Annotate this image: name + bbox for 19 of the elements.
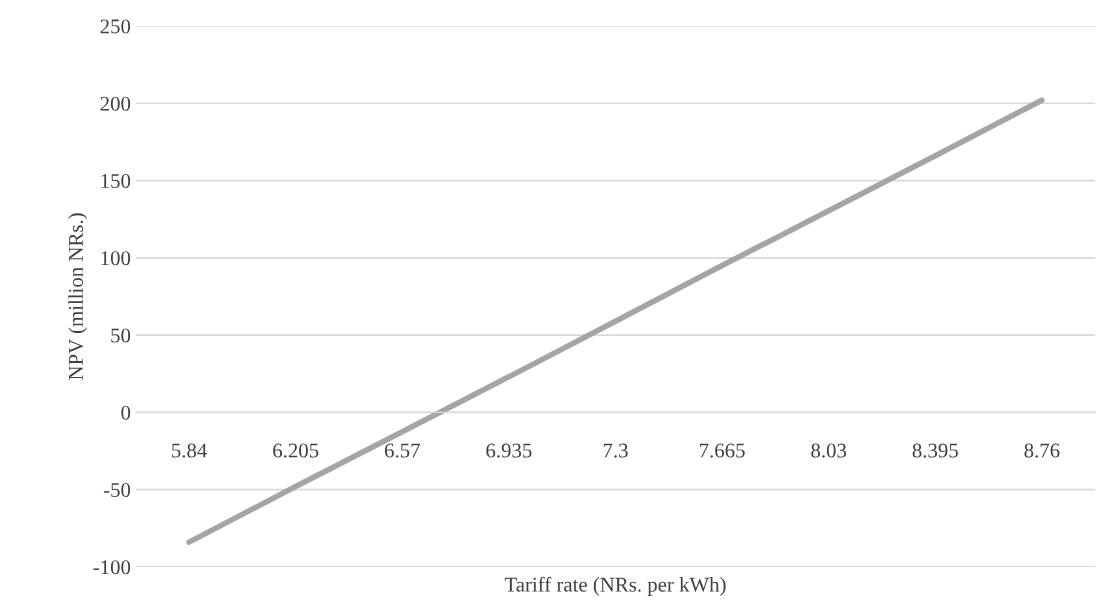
x-tick-label: 8.03 [811, 443, 847, 458]
y-tick-label: 0 [121, 405, 131, 420]
y-tick-label: 100 [101, 251, 131, 266]
x-tick-label: 6.205 [273, 443, 319, 458]
y-tick-label: -100 [93, 560, 131, 575]
x-axis-title: Tariff rate (NRs. per kWh) [504, 576, 726, 596]
x-tick-label: 5.84 [172, 443, 207, 458]
y-tick-label: -50 [103, 482, 131, 498]
x-tick-label: 7.665 [700, 443, 745, 458]
x-tick-label: 8.76 [1024, 443, 1060, 458]
x-tick-label: 6.935 [486, 443, 532, 458]
y-axis-title: NPV (million NRs.) [68, 213, 88, 380]
x-tick-label: 6.57 [384, 443, 420, 458]
y-tick-label: 250 [100, 19, 131, 34]
y-tick-label: 50 [111, 328, 131, 343]
x-tick-label: 7.3 [603, 443, 628, 458]
y-tick-label: 150 [101, 173, 131, 188]
y-tick-label: 200 [100, 96, 131, 111]
x-tick-label: 8.395 [912, 443, 958, 458]
